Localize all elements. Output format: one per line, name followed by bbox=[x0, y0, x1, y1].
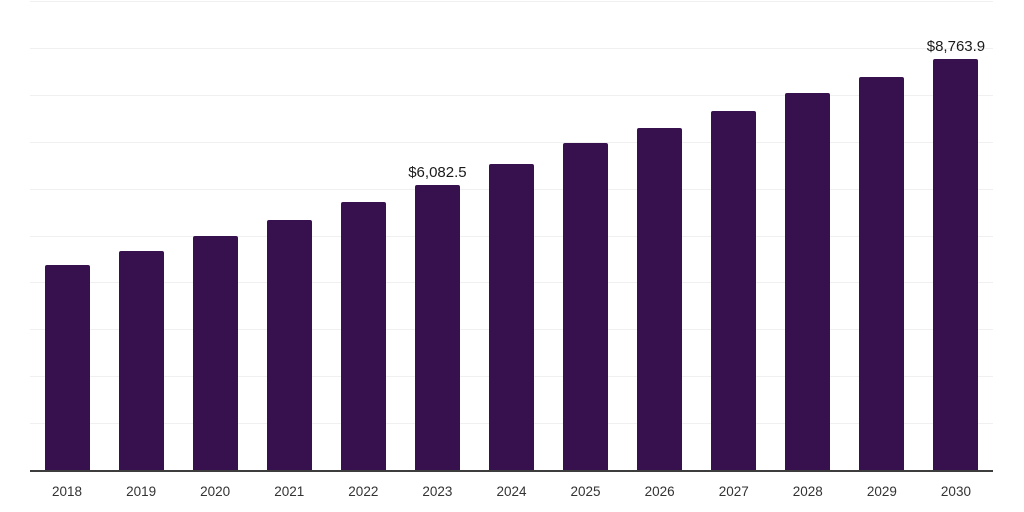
gridline bbox=[30, 1, 993, 2]
gridline bbox=[30, 47, 993, 49]
bar-2029 bbox=[859, 76, 905, 470]
plot-area: $6,082.5 $8,763.9 bbox=[30, 1, 993, 470]
x-tick-label-2029: 2029 bbox=[866, 484, 897, 499]
bar-2023 bbox=[414, 184, 460, 470]
bar-value-label-2023: $6,082.5 bbox=[408, 163, 467, 181]
bar-2030 bbox=[933, 58, 979, 470]
bar-2019 bbox=[118, 250, 164, 470]
x-tick-label-2020: 2020 bbox=[200, 484, 231, 499]
x-tick-label-2019: 2019 bbox=[126, 484, 157, 499]
x-axis-line bbox=[30, 470, 993, 472]
x-tick-label-2024: 2024 bbox=[496, 484, 527, 499]
x-tick-label-2027: 2027 bbox=[718, 484, 749, 499]
bar-2028 bbox=[785, 92, 831, 470]
bar-2018 bbox=[44, 264, 90, 470]
gridline bbox=[30, 141, 993, 143]
bar-2020 bbox=[192, 235, 238, 470]
x-tick-label-2028: 2028 bbox=[792, 484, 823, 499]
x-tick-label-2030: 2030 bbox=[940, 484, 971, 499]
x-tick-label-2026: 2026 bbox=[644, 484, 675, 499]
x-tick-label-2023: 2023 bbox=[422, 484, 453, 499]
bar-2024 bbox=[489, 164, 534, 470]
bar-2027 bbox=[711, 111, 757, 470]
bar-2026 bbox=[637, 128, 683, 470]
x-tick-label-2025: 2025 bbox=[570, 484, 601, 499]
gridline bbox=[30, 94, 993, 96]
bar-value-label-2030: $8,763.9 bbox=[926, 37, 986, 55]
x-tick-label-2022: 2022 bbox=[348, 484, 379, 499]
x-tick-label-2018: 2018 bbox=[52, 484, 83, 499]
x-axis: 2018 2019 2020 2021 2022 2023 2024 2025 2026 2027… bbox=[30, 484, 993, 504]
x-tick-label-2021: 2021 bbox=[274, 484, 305, 499]
bar-2021 bbox=[266, 219, 312, 470]
bar-2025 bbox=[563, 142, 609, 470]
bar-2022 bbox=[340, 202, 386, 470]
